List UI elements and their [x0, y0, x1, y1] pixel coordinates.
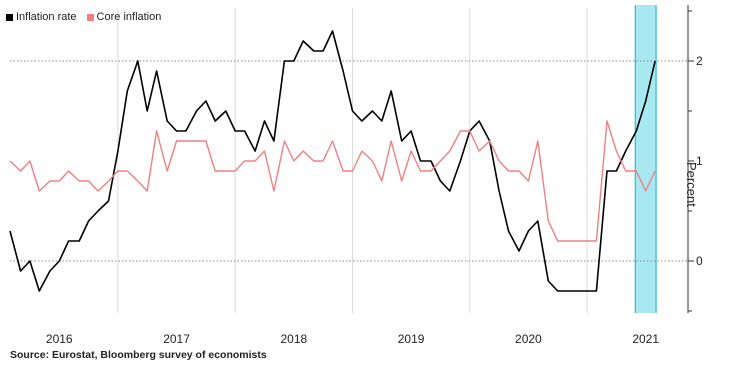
- x-tick-label-2020: 2020: [515, 332, 542, 346]
- x-tick-label-2017: 2017: [163, 332, 190, 346]
- y-axis: 0 1 2: [687, 5, 703, 313]
- x-tick-label-2016: 2016: [46, 332, 73, 346]
- legend-item-core-inflation: Core inflation: [86, 11, 162, 23]
- series-lines: [9, 30, 656, 292]
- legend-swatch-core-inflation: [86, 13, 94, 21]
- forecast-band-layer: [634, 5, 657, 313]
- source-note: Source: Eurostat, Bloomberg survey of ec…: [10, 349, 267, 361]
- gridlines: [10, 8, 688, 313]
- series-line-core-inflation: [9, 120, 656, 242]
- legend-label-inflation-rate: Inflation rate: [16, 11, 77, 23]
- y-tick-label-2: 2: [696, 54, 703, 68]
- y-axis-label: Percent: [684, 162, 699, 207]
- legend: Inflation rate Core inflation: [6, 11, 161, 23]
- legend-label-core-inflation: Core inflation: [96, 11, 162, 23]
- x-tick-label-2018: 2018: [280, 332, 307, 346]
- y-tick-label-1: 1: [696, 154, 703, 168]
- x-tick-label-2019: 2019: [398, 332, 425, 346]
- legend-swatch-inflation-rate: [6, 13, 13, 21]
- x-tick-label-2021: 2021: [632, 332, 659, 346]
- y-tick-label-0: 0: [696, 254, 703, 268]
- x-axis-ticks: 2016 2017 2018 2019 2020 2021: [46, 332, 659, 346]
- forecast-band: [635, 5, 657, 313]
- legend-item-inflation-rate: Inflation rate: [6, 11, 77, 23]
- series-line-inflation-rate: [9, 30, 656, 292]
